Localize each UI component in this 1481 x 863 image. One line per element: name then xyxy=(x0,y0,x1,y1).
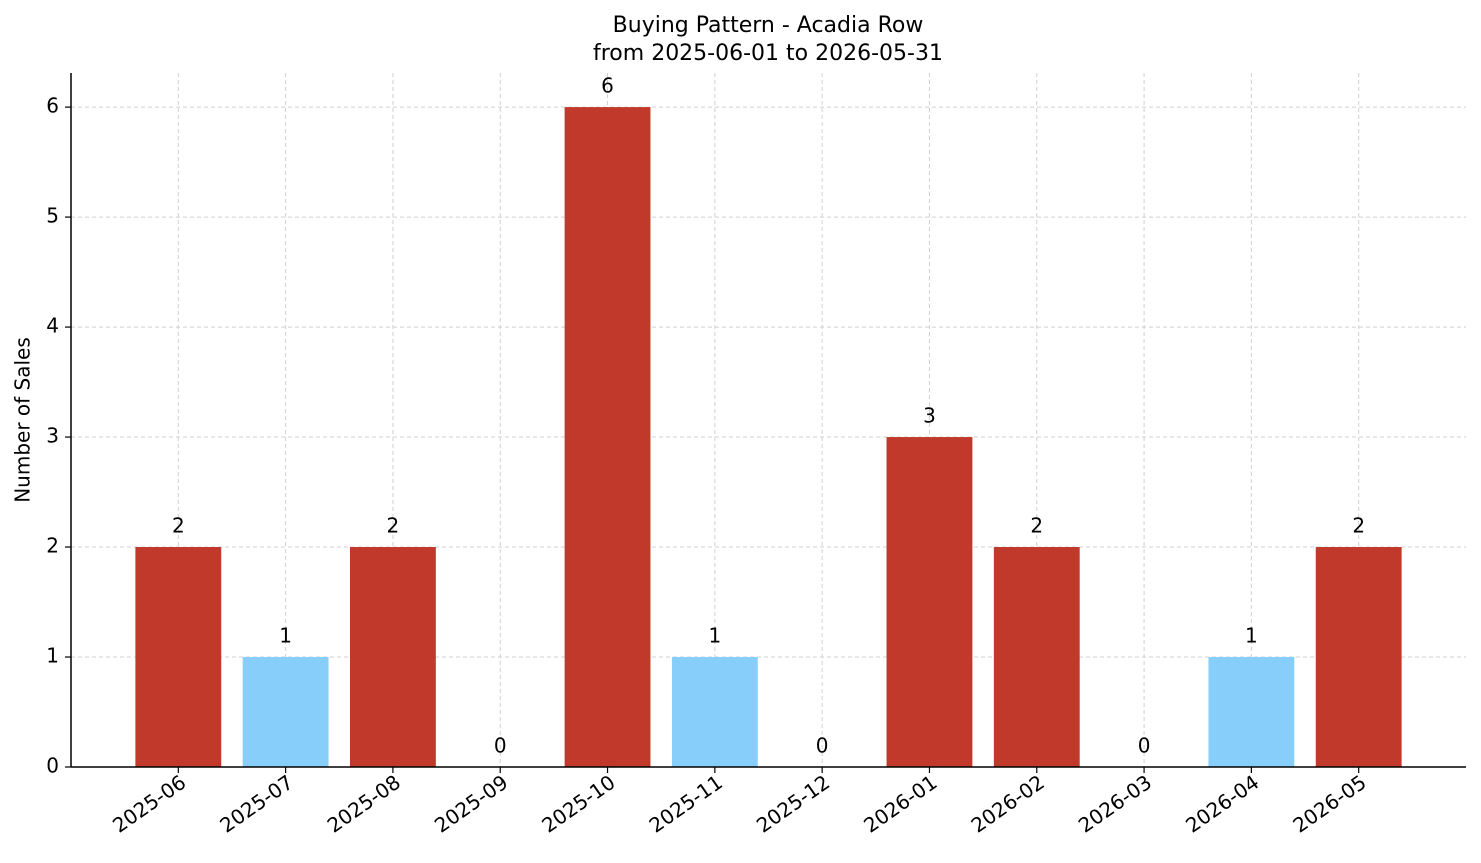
y-tick-label: 1 xyxy=(46,644,59,668)
x-tick-label: 2026-03 xyxy=(1074,770,1156,838)
y-axis-label: Number of Sales xyxy=(11,337,35,503)
x-tick-label: 2025-07 xyxy=(215,770,297,838)
x-tick-label: 2026-05 xyxy=(1288,770,1370,838)
bar xyxy=(1208,657,1295,767)
value-label: 2 xyxy=(172,514,185,538)
bar xyxy=(135,547,222,767)
x-tick-label: 2025-11 xyxy=(645,770,727,838)
x-tick-label: 2026-01 xyxy=(859,770,941,838)
value-label: 1 xyxy=(1245,624,1258,648)
y-tick-label: 6 xyxy=(46,94,59,118)
x-tick-label: 2026-04 xyxy=(1181,770,1263,838)
x-tick-label: 2026-02 xyxy=(967,770,1049,838)
x-tick-label: 2025-08 xyxy=(323,770,405,838)
value-label: 2 xyxy=(387,514,400,538)
x-tick-label: 2025-10 xyxy=(537,770,619,838)
value-label: 0 xyxy=(816,734,829,758)
bar xyxy=(242,657,329,767)
bar xyxy=(886,437,973,767)
bar xyxy=(350,547,436,767)
y-tick-label: 0 xyxy=(46,754,59,778)
x-tick-label: 2025-09 xyxy=(430,770,512,838)
y-tick-label: 3 xyxy=(46,424,59,448)
x-tick-label: 2025-12 xyxy=(752,770,834,838)
y-tick-label: 2 xyxy=(46,534,59,558)
bar xyxy=(671,657,758,767)
value-label: 0 xyxy=(494,734,507,758)
x-tick-label: 2025-06 xyxy=(108,770,190,838)
value-label: 6 xyxy=(601,74,614,98)
bar xyxy=(993,547,1080,767)
bar xyxy=(564,107,651,767)
chart-title: Buying Pattern - Acadia Row xyxy=(613,13,924,38)
value-label: 2 xyxy=(1030,514,1043,538)
value-label: 0 xyxy=(1138,734,1151,758)
y-tick-label: 4 xyxy=(46,314,59,338)
value-label: 3 xyxy=(923,404,936,428)
y-tick-label: 5 xyxy=(46,204,59,228)
value-label: 1 xyxy=(708,624,721,648)
chart-subtitle: from 2025-06-01 to 2026-05-31 xyxy=(593,41,943,66)
value-label: 1 xyxy=(279,624,292,648)
bar xyxy=(1315,547,1402,767)
value-label: 2 xyxy=(1352,514,1365,538)
